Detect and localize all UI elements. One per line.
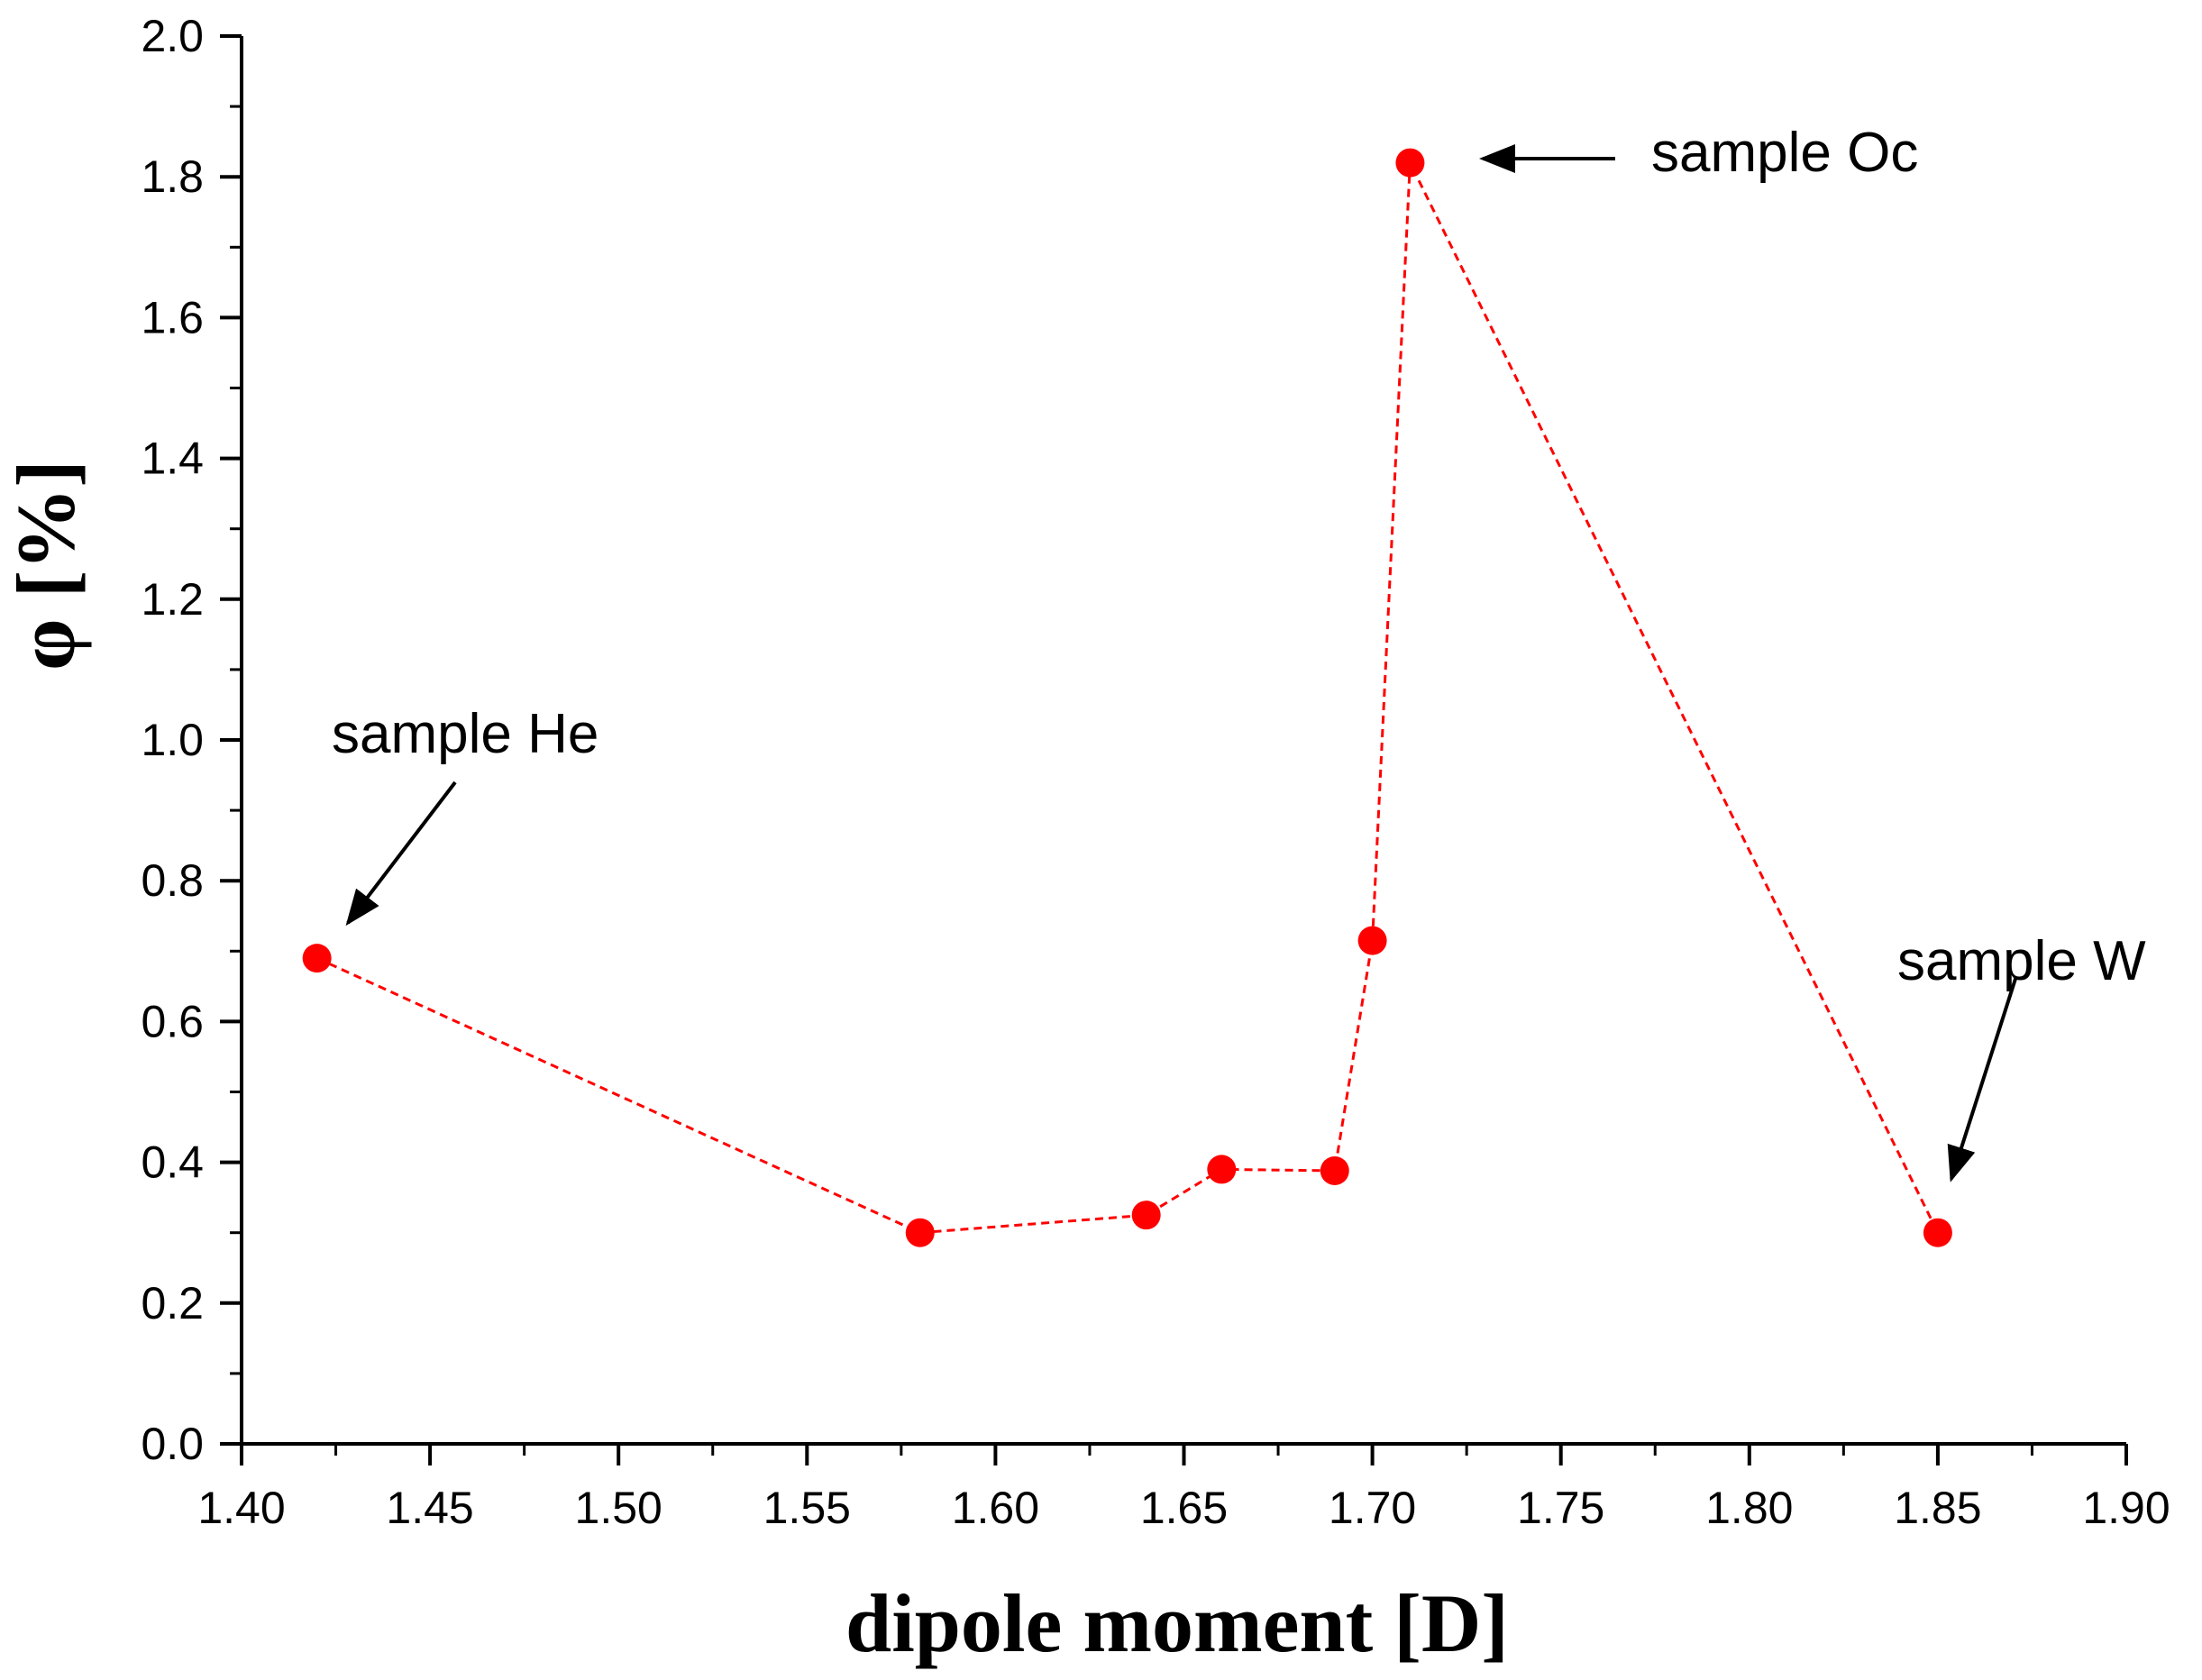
x-tick-label: 1.90 [2082, 1483, 2170, 1533]
y-tick-label: 0.8 [141, 855, 204, 906]
annotation-label: sample He [332, 703, 598, 765]
y-axis-title: φ [%] [0, 460, 92, 671]
y-tick-label: 0.4 [141, 1137, 204, 1188]
y-tick-label: 0.2 [141, 1278, 204, 1328]
y-tick-label: 2.0 [141, 11, 204, 61]
data-point [905, 1218, 935, 1247]
y-tick-label: 0.6 [141, 996, 204, 1046]
y-tick-label: 1.2 [141, 574, 204, 625]
annotation-label: sample W [1897, 930, 2146, 992]
y-axis-ticks: 0.0 0.2 0.4 0.6 0.8 1.0 1.2 1.4 1.6 1.8 2.0 [141, 11, 242, 1469]
data-point [1320, 1155, 1349, 1185]
data-point [302, 944, 332, 973]
y-tick-label: 1.0 [141, 715, 204, 765]
x-tick-label: 1.70 [1329, 1483, 1416, 1533]
annotations: sample He sample Oc sample W [332, 122, 2146, 1182]
x-axis-ticks: 1.40 1.45 1.50 1.55 1.60 1.65 1.70 1.75 1.80 1.85… [197, 1444, 2170, 1533]
data-point [1357, 926, 1387, 955]
x-tick-label: 1.40 [197, 1483, 285, 1533]
x-tick-label: 1.50 [575, 1483, 662, 1533]
data-point [1207, 1155, 1237, 1184]
x-tick-label: 1.55 [763, 1483, 851, 1533]
annotation-arrow [345, 781, 457, 927]
data-points [302, 148, 1952, 1247]
y-tick-label: 1.8 [141, 151, 204, 202]
y-tick-label: 1.4 [141, 434, 204, 484]
x-tick-label: 1.60 [952, 1483, 1039, 1533]
x-tick-label: 1.80 [1705, 1483, 1793, 1533]
x-axis-title: dipole moment [D] [845, 1577, 1509, 1669]
data-point [1395, 148, 1425, 178]
x-tick-label: 1.65 [1140, 1483, 1228, 1533]
annotation-label: sample Oc [1651, 122, 1918, 184]
y-tick-label: 1.6 [141, 292, 204, 342]
x-tick-label: 1.85 [1894, 1483, 1981, 1533]
annotation-arrow [1947, 978, 2017, 1182]
data-point [1131, 1201, 1161, 1230]
x-tick-label: 1.75 [1517, 1483, 1604, 1533]
x-tick-label: 1.45 [386, 1483, 473, 1533]
series-dashed-line [315, 157, 1940, 1235]
y-tick-label: 0.0 [141, 1419, 204, 1469]
data-point [1923, 1218, 1952, 1247]
series-line [315, 157, 1940, 1235]
